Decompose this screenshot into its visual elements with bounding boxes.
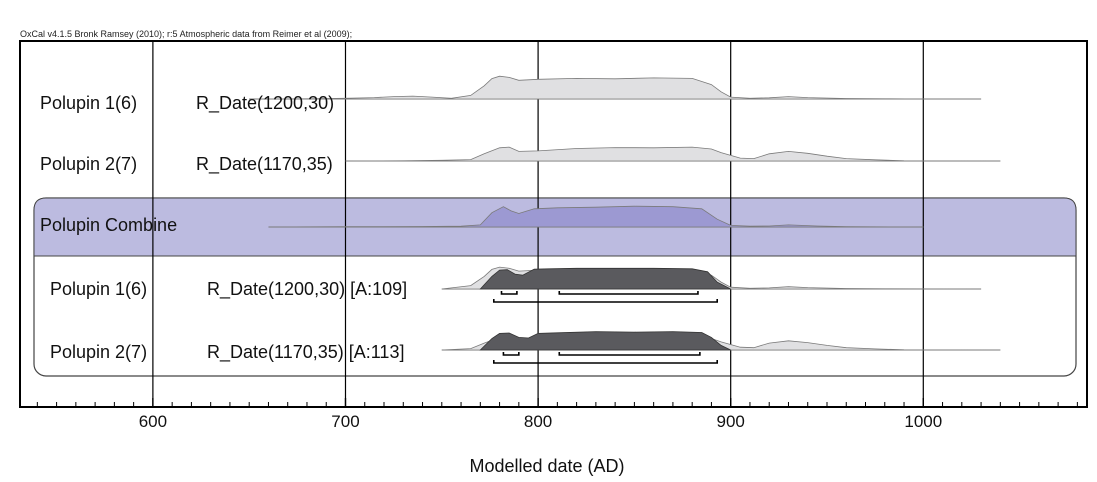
row-3-label: Polupin 1(6)	[50, 279, 147, 299]
tick-label-600: 600	[139, 412, 167, 431]
row-0-label: Polupin 1(6)	[40, 93, 137, 113]
row-4-hpd1-0	[502, 352, 520, 356]
tick-label-900: 900	[717, 412, 745, 431]
row-labels: Polupin 1(6) R_Date(1200,30) Polupin 2(7) R…	[40, 93, 407, 363]
x-axis-label: Modelled date (AD)	[469, 456, 624, 476]
row-1-model: R_Date(1170,35)	[196, 154, 333, 175]
distribution-areas	[249, 75, 1001, 364]
frame-rect	[19, 40, 1088, 408]
row-3-hpd1-1	[558, 291, 699, 295]
row-3-model: R_Date(1200,30) [A:109]	[207, 279, 407, 300]
tick-label-700: 700	[331, 412, 359, 431]
row-2-area	[268, 205, 924, 228]
row-4-hpd2-0	[492, 360, 719, 364]
row-3-hpd2-0	[492, 299, 719, 303]
row-0-model: R_Date(1200,30)	[196, 93, 334, 114]
row-4-hpd1-1	[558, 352, 701, 356]
row-4-posterior-area	[479, 331, 731, 351]
row-4-label: Polupin 2(7)	[50, 342, 147, 362]
row-4-model: R_Date(1170,35) [A:113]	[207, 342, 404, 363]
row-1-label: Polupin 2(7)	[40, 154, 137, 174]
plot-frame	[19, 40, 1088, 408]
row-0-area	[249, 75, 982, 100]
row-1-area	[345, 146, 1001, 162]
row-3-hpd1-0	[500, 291, 518, 295]
tick-label-1000: 1000	[904, 412, 942, 431]
row-3-posterior-area	[479, 267, 731, 290]
chart-header: OxCal v4.1.5 Bronk Ramsey (2010); r:5 At…	[20, 29, 352, 39]
tick-label-800: 800	[524, 412, 552, 431]
row-2-label: Polupin Combine	[40, 215, 177, 235]
x-axis: 600 700 800 900 1000	[36, 398, 1078, 431]
